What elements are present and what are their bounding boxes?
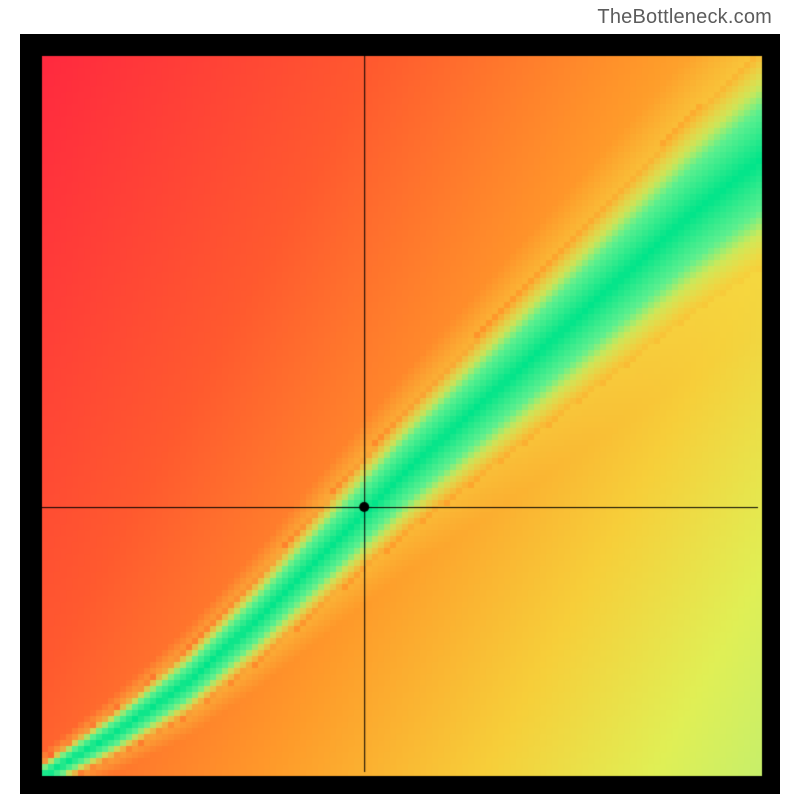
bottleneck-heatmap (20, 34, 780, 794)
heatmap-canvas (20, 34, 780, 794)
watermark-text: TheBottleneck.com (597, 6, 772, 29)
